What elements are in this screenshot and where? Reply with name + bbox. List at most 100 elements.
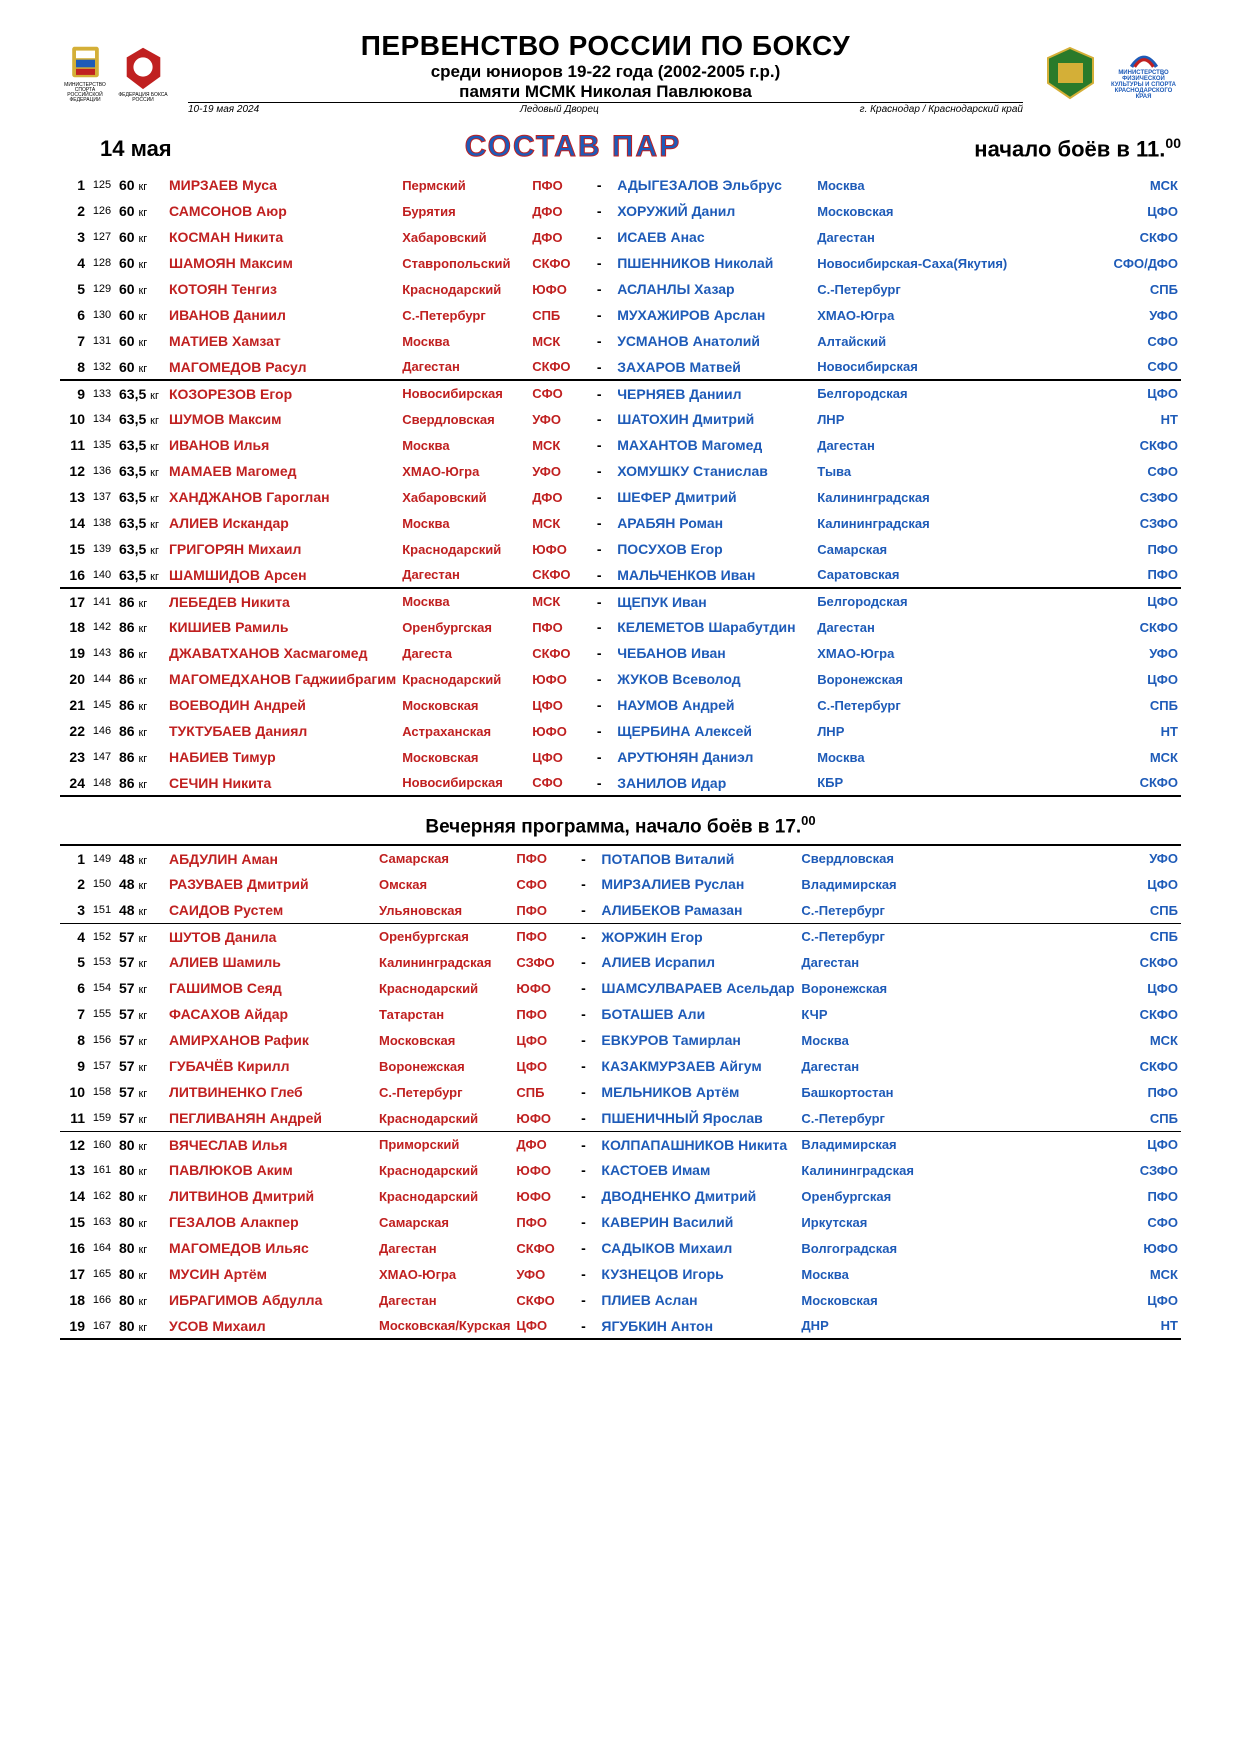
- red-boxer-name: ВОЕВОДИН Андрей: [166, 692, 399, 718]
- blue-region: Москва: [798, 1027, 958, 1053]
- red-federation: СКФО: [529, 250, 584, 276]
- blue-region: КЧР: [798, 1001, 958, 1027]
- bout-row: 713160 кгМАТИЕВ ХамзатМоскваМСК-УСМАНОВ …: [60, 328, 1181, 354]
- vs-dash: -: [568, 1105, 598, 1131]
- red-boxer-name: САИДОВ Рустем: [166, 897, 376, 923]
- blue-federation: СКФО: [958, 1053, 1181, 1079]
- bout-number: 150: [88, 871, 116, 897]
- red-federation: ПФО: [529, 614, 584, 640]
- red-boxer-name: НАБИЕВ Тимур: [166, 744, 399, 770]
- blue-boxer-name: МИРЗАЛИЕВ Руслан: [598, 871, 798, 897]
- bout-row: 312760 кгКОСМАН НикитаХабаровскийДФО-ИСА…: [60, 224, 1181, 250]
- red-federation: УФО: [529, 406, 584, 432]
- vs-dash: -: [584, 198, 614, 224]
- bout-number: 151: [88, 897, 116, 923]
- blue-region: Башкортостан: [798, 1079, 958, 1105]
- blue-federation: СФО: [1010, 458, 1181, 484]
- red-region: Ставропольский: [399, 250, 529, 276]
- bout-row: 1814286 кгКИШИЕВ РамильОренбургскаяПФО-К…: [60, 614, 1181, 640]
- red-region: ХМАО-Югра: [376, 1261, 513, 1287]
- bout-number: 138: [88, 510, 116, 536]
- blue-region: Москва: [798, 1261, 958, 1287]
- vs-dash: -: [568, 1235, 598, 1261]
- blue-federation: УФО: [958, 845, 1181, 871]
- row-number: 2: [60, 198, 88, 224]
- red-boxer-name: КИШИЕВ Рамиль: [166, 614, 399, 640]
- bout-row: 1216080 кгВЯЧЕСЛАВ ИльяПриморскийДФО-КОЛ…: [60, 1131, 1181, 1157]
- blue-boxer-name: ПОСУХОВ Егор: [614, 536, 814, 562]
- vs-dash: -: [584, 224, 614, 250]
- blue-federation: СЗФО: [958, 1157, 1181, 1183]
- vs-dash: -: [584, 718, 614, 744]
- red-region: Самарская: [376, 845, 513, 871]
- weight: 57 кг: [116, 1053, 166, 1079]
- red-boxer-name: ГЕЗАЛОВ Алакпер: [166, 1209, 376, 1235]
- blue-boxer-name: КАЗАКМУРЗАЕВ Айгум: [598, 1053, 798, 1079]
- row-number: 19: [60, 640, 88, 666]
- red-region: Новосибирская: [399, 770, 529, 796]
- row-number: 21: [60, 692, 88, 718]
- blue-region: Саратовская: [814, 562, 1010, 588]
- red-boxer-name: ИБРАГИМОВ Абдулла: [166, 1287, 376, 1313]
- bout-number: 165: [88, 1261, 116, 1287]
- vs-dash: -: [584, 354, 614, 380]
- vs-dash: -: [568, 1183, 598, 1209]
- weight: 60 кг: [116, 354, 166, 380]
- bout-number: 147: [88, 744, 116, 770]
- red-region: Омская: [376, 871, 513, 897]
- weight: 86 кг: [116, 640, 166, 666]
- red-region: Краснодарский: [376, 975, 513, 1001]
- blue-boxer-name: ЯГУБКИН Антон: [598, 1313, 798, 1339]
- row-number: 10: [60, 1079, 88, 1105]
- bout-row: 913363,5 кгКОЗОРЕЗОВ ЕгорНовосибирскаяСФ…: [60, 380, 1181, 406]
- vs-dash: -: [584, 536, 614, 562]
- red-boxer-name: ГАШИМОВ Сеяд: [166, 975, 376, 1001]
- bout-number: 133: [88, 380, 116, 406]
- red-federation: ЮФО: [529, 536, 584, 562]
- red-boxer-name: МАГОМЕДОВ Расул: [166, 354, 399, 380]
- blue-boxer-name: АДЫГЕЗАЛОВ Эльбрус: [614, 172, 814, 198]
- red-region: Новосибирская: [399, 380, 529, 406]
- vs-dash: -: [584, 302, 614, 328]
- red-federation: ЦФО: [513, 1313, 568, 1339]
- blue-federation: СФО/ДФО: [1010, 250, 1181, 276]
- bout-number: 141: [88, 588, 116, 614]
- bout-row: 813260 кгМАГОМЕДОВ РасулДагестанСКФО-ЗАХ…: [60, 354, 1181, 380]
- red-boxer-name: ТУКТУБАЕВ Даниял: [166, 718, 399, 744]
- bout-number: 132: [88, 354, 116, 380]
- blue-region: Дагестан: [814, 614, 1010, 640]
- vs-dash: -: [584, 458, 614, 484]
- vs-dash: -: [568, 871, 598, 897]
- vs-dash: -: [568, 923, 598, 949]
- red-boxer-name: САМСОНОВ Аюр: [166, 198, 399, 224]
- red-federation: ПФО: [513, 845, 568, 871]
- blue-boxer-name: ШЕФЕР Дмитрий: [614, 484, 814, 510]
- weight: 80 кг: [116, 1131, 166, 1157]
- bout-row: 815657 кгАМИРХАНОВ РафикМосковскаяЦФО-ЕВ…: [60, 1027, 1181, 1053]
- red-boxer-name: МИРЗАЕВ Муса: [166, 172, 399, 198]
- red-region: Оренбургская: [399, 614, 529, 640]
- blue-federation: ЦФО: [958, 871, 1181, 897]
- red-region: Дагестан: [376, 1235, 513, 1261]
- row-number: 12: [60, 1131, 88, 1157]
- bout-row: 1914386 кгДЖАВАТХАНОВ ХасмагомедДагестаС…: [60, 640, 1181, 666]
- blue-region: Алтайский: [814, 328, 1010, 354]
- blue-boxer-name: ХОРУЖИЙ Данил: [614, 198, 814, 224]
- red-federation: ДФО: [529, 198, 584, 224]
- red-region: Московская: [399, 692, 529, 718]
- red-federation: ДФО: [529, 484, 584, 510]
- red-boxer-name: МАГОМЕДОВ Ильяс: [166, 1235, 376, 1261]
- red-region: Свердловская: [399, 406, 529, 432]
- blue-region: Дагестан: [814, 432, 1010, 458]
- blue-boxer-name: ЖУКОВ Всеволод: [614, 666, 814, 692]
- red-boxer-name: ХАНДЖАНОВ Гароглан: [166, 484, 399, 510]
- red-boxer-name: ЛИТВИНЕНКО Глеб: [166, 1079, 376, 1105]
- row-number: 11: [60, 432, 88, 458]
- blue-federation: СКФО: [1010, 770, 1181, 796]
- bout-row: 1513963,5 кгГРИГОРЯН МихаилКраснодарский…: [60, 536, 1181, 562]
- blue-federation: УФО: [1010, 640, 1181, 666]
- red-boxer-name: МАГОМЕДХАНОВ Гаджиибрагим: [166, 666, 399, 692]
- blue-boxer-name: АЛИЕВ Исрапил: [598, 949, 798, 975]
- bout-row: 512960 кгКОТОЯН ТенгизКраснодарскийЮФО-А…: [60, 276, 1181, 302]
- weight: 80 кг: [116, 1183, 166, 1209]
